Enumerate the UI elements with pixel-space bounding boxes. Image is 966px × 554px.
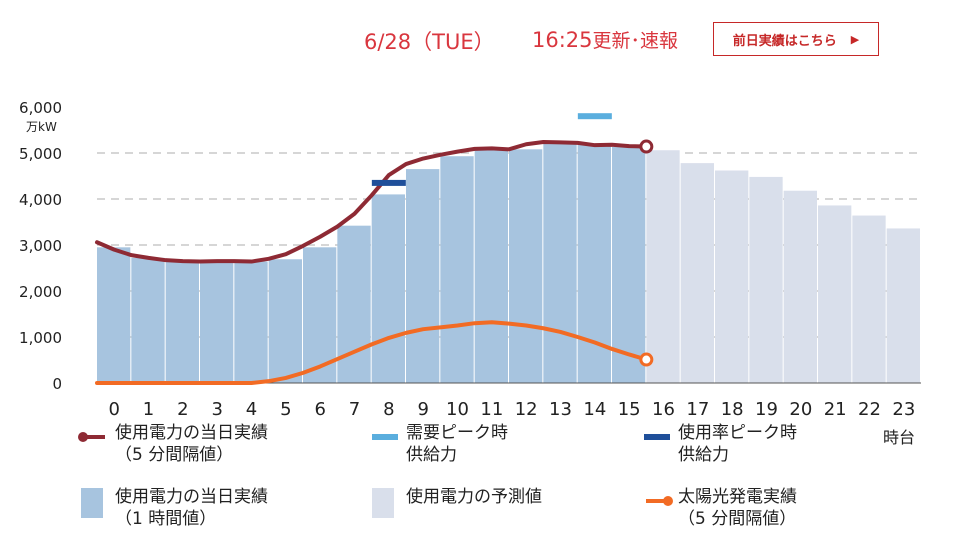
y-tick-label: 6,000 <box>19 99 62 117</box>
actual-bar <box>474 149 508 383</box>
legend-label-sub: 供給力 <box>406 445 457 465</box>
legend-label-sub: （1 時間値） <box>115 509 216 529</box>
legend-rate-peak-icon <box>644 434 670 440</box>
x-tick-label: 22 <box>858 399 881 420</box>
actual-bar <box>268 259 302 383</box>
play-arrow-icon: ▶ <box>850 32 860 46</box>
legend-label-sub: 供給力 <box>678 445 729 465</box>
x-tick-label: 23 <box>892 399 915 420</box>
x-tick-label: 15 <box>618 399 641 420</box>
legend-label: 使用電力の予測値 <box>406 486 542 507</box>
update-time: 16:25更新･速報 <box>532 26 678 53</box>
solar-line-end-marker <box>639 352 654 367</box>
actual-bar <box>612 147 646 383</box>
demand-peak-marker <box>577 113 612 120</box>
usage-rate-peak-marker <box>371 179 406 186</box>
x-tick-label: 19 <box>755 399 778 420</box>
header-bar: 6/28（TUE） 16:25更新･速報 前日実績はこちら ▶ <box>0 22 966 58</box>
legend-label: 需要ピーク時 <box>406 423 508 443</box>
previous-day-button-label: 前日実績はこちら <box>732 33 837 49</box>
forecast-bar <box>715 170 749 383</box>
actual-bar <box>97 247 131 383</box>
date-label: 6/28（TUE） <box>364 30 495 54</box>
time-label: 16:25 <box>532 28 593 52</box>
actual-bar <box>337 225 371 383</box>
legend-solar-dot-icon <box>663 496 673 506</box>
y-tick-label: 1,000 <box>19 329 62 347</box>
forecast-bar <box>749 176 783 383</box>
x-tick-label: 21 <box>824 399 847 420</box>
actual-bar <box>165 261 199 383</box>
y-tick-label: 2,000 <box>19 283 62 301</box>
legend-label: 使用率ピーク時 <box>678 422 797 443</box>
update-status-label: 更新･速報 <box>592 30 679 52</box>
x-tick-label: 17 <box>686 399 709 420</box>
x-tick-label: 5 <box>280 399 291 420</box>
actual-bar <box>234 261 268 383</box>
y-tick-label: 4,000 <box>19 191 62 209</box>
x-tick-label: 14 <box>583 399 606 420</box>
forecast-bar <box>680 163 714 383</box>
x-suffix-label: 時台 <box>883 428 915 447</box>
forecast-bar <box>646 150 680 383</box>
actual-bar <box>131 257 165 383</box>
actual-bar <box>440 156 474 383</box>
actual-bar <box>543 142 577 383</box>
actual-bar <box>200 262 234 383</box>
forecast-bar <box>886 228 920 383</box>
previous-day-button[interactable]: 前日実績はこちら ▶ <box>713 22 879 56</box>
x-tick-label: 9 <box>417 399 428 420</box>
x-tick-label: 7 <box>349 399 360 420</box>
x-tick-label: 4 <box>246 399 257 420</box>
x-tick-label: 1 <box>143 399 154 420</box>
legend-label: 使用電力の当日実績 <box>115 486 268 507</box>
actual-bar <box>406 169 440 383</box>
x-tick-label: 2 <box>177 399 188 420</box>
legend-forecast-bar-icon <box>372 488 394 518</box>
x-tick-label: 6 <box>314 399 325 420</box>
legend-actual-bar-icon <box>81 488 103 518</box>
forecast-bar <box>852 215 886 383</box>
y-tick-label: 0 <box>52 375 62 393</box>
usage-line-end-marker <box>639 139 654 154</box>
x-tick-label: 18 <box>721 399 744 420</box>
x-tick-label: 12 <box>515 399 538 420</box>
x-tick-label: 0 <box>108 399 119 420</box>
y-tick-label: 3,000 <box>19 237 62 255</box>
forecast-bar <box>783 190 817 383</box>
legend-demand-peak-icon <box>372 434 398 440</box>
solar-line <box>95 320 649 385</box>
x-tick-label: 16 <box>652 399 675 420</box>
y-unit-label: 万kW <box>26 120 57 134</box>
y-tick-label: 5,000 <box>19 145 62 163</box>
actual-bar <box>509 149 543 383</box>
legend-label: 使用電力の当日実績 <box>115 422 268 443</box>
legend-label: 太陽光発電実績 <box>678 487 797 507</box>
legend-usage-dot-icon <box>78 432 88 442</box>
legend-label-sub: （5 分間隔値） <box>115 445 233 465</box>
x-tick-label: 10 <box>446 399 469 420</box>
x-tick-label: 20 <box>789 399 812 420</box>
x-tick-label: 8 <box>383 399 394 420</box>
actual-bar <box>371 194 405 383</box>
forecast-bar <box>818 205 852 383</box>
x-tick-label: 13 <box>549 399 572 420</box>
x-tick-label: 3 <box>211 399 222 420</box>
legend-label-sub: （5 分間隔値） <box>678 509 796 529</box>
usage-line <box>95 139 649 264</box>
x-tick-label: 11 <box>480 399 503 420</box>
